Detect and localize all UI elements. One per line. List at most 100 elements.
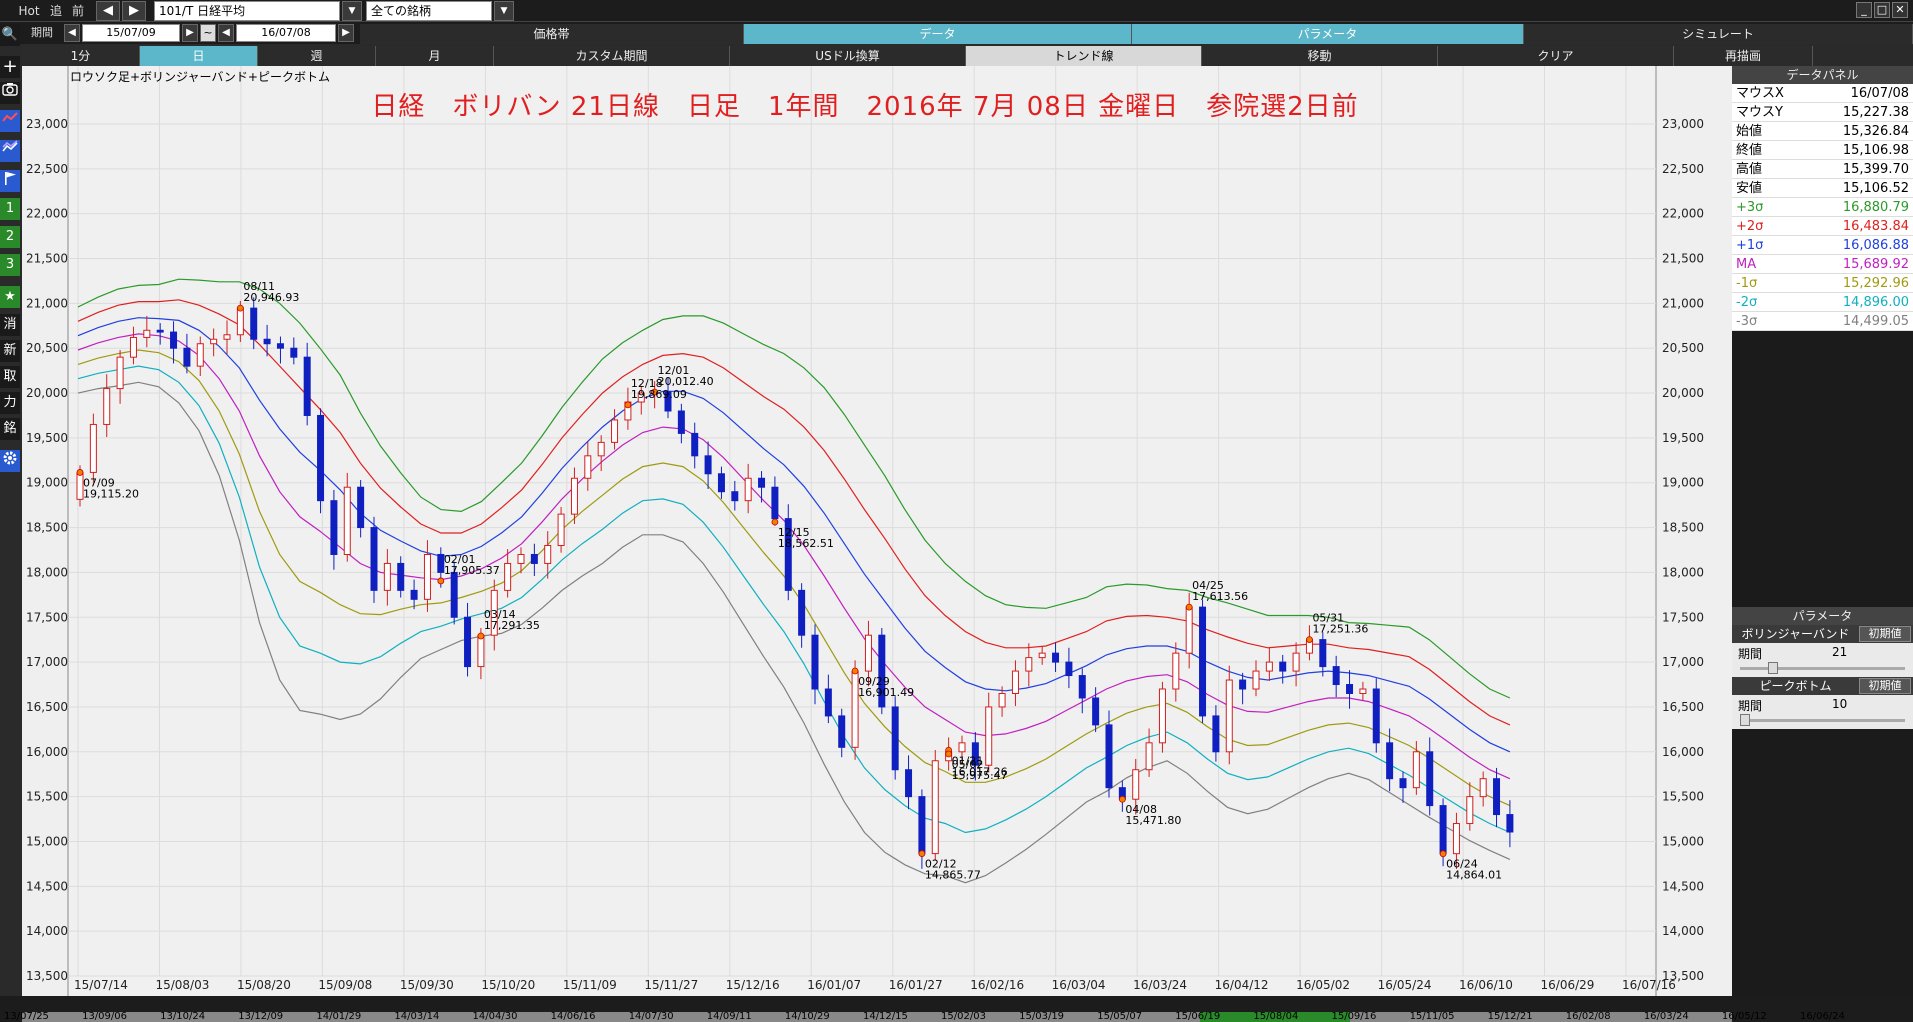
candle-body [1359,688,1367,694]
y-tick-label-left: 18,000 [26,565,68,579]
peak-value-label: 14,865.77 [925,869,981,882]
tab-clear[interactable]: クリア [1438,46,1674,66]
stock-button[interactable]: 銘 [0,418,20,440]
y-tick-label-right: 20,000 [1662,386,1704,400]
peak-slider-handle[interactable] [1740,714,1750,726]
candle-body [1399,778,1407,789]
history-tick-label: 13/09/06 [82,1011,127,1022]
candlestick-chart[interactable]: 23,000 23,000 22,500 22,500 22,000 22,000 21,5… [22,66,1732,996]
y-tick-label-left: 15,500 [26,790,68,804]
filter-field[interactable]: 全ての銘柄 [366,1,492,21]
symbol-field[interactable]: 101/T 日経平均 [154,1,340,21]
symbol-dropdown-icon[interactable]: ▼ [342,1,362,21]
candle-body [410,589,418,600]
fetch-button[interactable]: 取 [0,366,20,388]
candle-body [330,500,338,555]
power-button[interactable]: 力 [0,392,20,414]
peak-reset-button[interactable]: 初期値 [1859,678,1911,694]
candle-body [664,391,672,412]
minimize-icon[interactable]: _ [1856,2,1872,18]
bollinger-reset-button[interactable]: 初期値 [1859,626,1911,642]
candle-body [1372,688,1380,744]
tab-redraw[interactable]: 再描画 [1674,46,1813,66]
candle-body [450,571,458,618]
candle-body [811,634,819,690]
peak-date-label: 12/15 [778,526,810,539]
plus-2-sigma-line [77,299,1511,726]
peak-label: ピークボトム [1759,679,1832,693]
star-icon[interactable]: ★ [0,286,20,308]
new-button[interactable]: 新 [0,340,20,362]
layout-2-button[interactable]: 2 [0,226,20,248]
data-row-value: 15,106.98 [1842,143,1909,158]
tab-price-range[interactable]: 価格帯 [360,24,744,44]
candle-body [1145,742,1153,771]
tab-usd-convert[interactable]: USドル換算 [730,46,966,66]
maximize-icon[interactable]: □ [1874,2,1890,18]
delete-button[interactable]: 消 [0,314,20,336]
peak-date-label: 04/25 [1192,579,1224,592]
layout-3-button[interactable]: 3 [0,254,20,276]
tab-data[interactable]: データ [744,24,1132,44]
tab-day[interactable]: 日 [140,46,258,66]
hot-button[interactable]: Hot [18,4,40,18]
gear-icon[interactable] [0,450,20,472]
history-scrollbar-selection[interactable] [1200,1012,1350,1022]
history-tick-label: 13/12/09 [238,1011,284,1022]
peak-marker [1118,795,1126,803]
line-chart-multi-icon[interactable] [0,140,20,162]
line-chart-red-icon[interactable] [0,110,20,132]
candle-body [343,486,351,555]
tab-trendline[interactable]: トレンド線 [966,46,1202,66]
close-icon[interactable]: ✕ [1892,2,1908,18]
period-start-right-icon[interactable]: ▶ [182,24,198,42]
prev-button[interactable]: 前 [71,4,84,18]
peak-marker [918,850,926,857]
candle-body [1412,751,1420,789]
data-row: +1σ 16,086.88 [1732,236,1913,255]
chart-type-label: ロウソク足+ボリンジャーバンド+ピークボトム [70,70,330,84]
peak-value-label: 16,901.49 [858,686,914,699]
history-tick-label: 14/04/30 [472,1011,518,1022]
x-tick-label: 15/08/20 [237,978,291,992]
layout-1-button[interactable]: 1 [0,198,20,220]
forward-arrow-button[interactable]: ▶ [122,1,146,21]
x-tick-label: 15/12/16 [726,978,780,992]
bollinger-section: ボリンジャーバンド 初期値 [1732,625,1913,643]
history-scrollbar[interactable] [22,1012,1732,1022]
history-tick-label: 16/06/24 [1800,1011,1845,1022]
y-tick-label-right: 17,000 [1662,655,1704,669]
tab-custom-period[interactable]: カスタム期間 [494,46,730,66]
add-button[interactable]: 追 [49,4,62,18]
tab-1min[interactable]: 1分 [22,46,140,66]
period-end-field[interactable]: 16/07/08 [236,24,336,42]
period-start-left-icon[interactable]: ◀ [64,24,80,42]
camera-icon[interactable] [0,82,20,104]
tab-move[interactable]: 移動 [1202,46,1438,66]
period-end-left-icon[interactable]: ◀ [218,24,234,42]
back-arrow-button[interactable]: ◀ [96,1,120,21]
y-tick-label-left: 18,500 [26,521,68,535]
crosshair-icon[interactable]: + [0,56,20,78]
data-panel-title: データパネル [1732,66,1913,84]
bollinger-slider-handle[interactable] [1767,662,1778,674]
peak-date-label: 12/01 [658,364,690,377]
bollinger-slider-track[interactable] [1740,667,1905,670]
filter-dropdown-icon[interactable]: ▼ [494,1,514,21]
chart-area[interactable]: 23,000 23,000 22,500 22,500 22,000 22,000 21,5… [22,66,1732,996]
peak-slider-track[interactable] [1740,719,1905,722]
tab-simulate[interactable]: シミュレート [1524,24,1913,44]
peak-date-label: 12/18 [631,377,663,390]
search-icon[interactable]: 🔍 [0,24,20,46]
data-row-key: 終値 [1736,143,1763,158]
period-start-field[interactable]: 15/07/09 [82,24,180,42]
period-end-right-icon[interactable]: ▶ [338,24,354,42]
candle-body [1092,697,1100,726]
flag-icon[interactable] [0,170,20,192]
tab-week[interactable]: 週 [258,46,376,66]
tab-parameter[interactable]: パラメータ [1132,24,1524,44]
x-tick-label: 15/11/09 [563,978,617,992]
candle-body [677,410,685,434]
tab-month[interactable]: 月 [376,46,494,66]
candle-body [637,392,645,403]
